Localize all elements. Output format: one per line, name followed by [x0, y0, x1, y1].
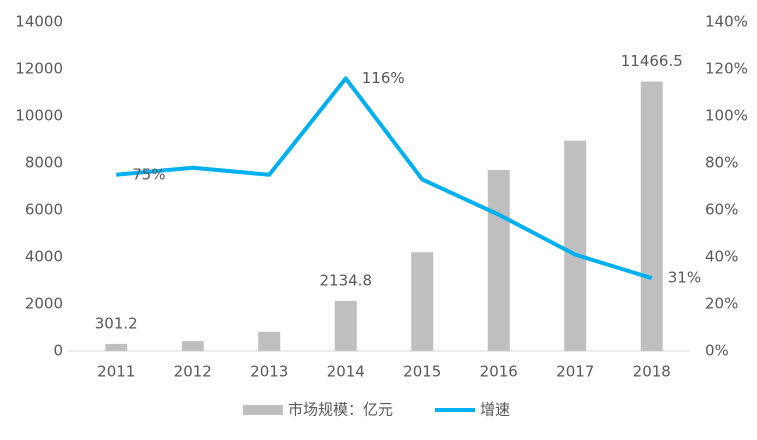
data-label: 75%: [132, 165, 165, 183]
y-tick-label: 8000: [25, 154, 63, 172]
data-label: 301.2: [95, 314, 138, 332]
bar: [181, 341, 204, 351]
y2-tick-label: 0%: [705, 342, 729, 360]
x-tick-label: 2017: [556, 363, 594, 381]
y-tick-label: 0: [53, 342, 63, 360]
x-tick-label: 2014: [327, 363, 365, 381]
data-label: 116%: [362, 69, 405, 87]
y2-tick-label: 20%: [705, 295, 738, 313]
y2-tick-label: 60%: [705, 201, 738, 219]
y2-tick-label: 120%: [705, 60, 748, 78]
y2-tick-label: 80%: [705, 154, 738, 172]
bar: [487, 170, 510, 351]
data-label: 31%: [668, 269, 701, 287]
data-label: 11466.5: [621, 52, 683, 70]
x-tick-label: 2011: [97, 363, 135, 381]
y-tick-label: 2000: [25, 295, 63, 313]
bar: [411, 252, 434, 351]
x-tick-label: 2015: [403, 363, 441, 381]
bar: [334, 300, 357, 351]
data-label: 2134.8: [320, 271, 373, 289]
bar: [640, 81, 663, 352]
legend-swatch: [243, 405, 283, 415]
y2-tick-label: 100%: [705, 107, 748, 125]
y-tick-label: 4000: [25, 248, 63, 266]
y2-tick-label: 40%: [705, 248, 738, 266]
x-tick-label: 2018: [633, 363, 671, 381]
line: [116, 76, 653, 281]
x-tick-label: 2013: [250, 363, 288, 381]
bar: [105, 343, 128, 351]
x-tick-label: 2016: [480, 363, 518, 381]
x-tick-label: 2012: [174, 363, 212, 381]
bar: [258, 331, 281, 351]
bar: [564, 140, 587, 351]
y-tick-label: 14000: [15, 13, 63, 31]
y-tick-label: 10000: [15, 107, 63, 125]
legend-label: 市场规模：亿元: [288, 401, 393, 419]
y-tick-label: 6000: [25, 201, 63, 219]
y-tick-label: 12000: [15, 60, 63, 78]
legend-label: 增速: [480, 401, 510, 419]
y2-tick-label: 140%: [705, 13, 748, 31]
